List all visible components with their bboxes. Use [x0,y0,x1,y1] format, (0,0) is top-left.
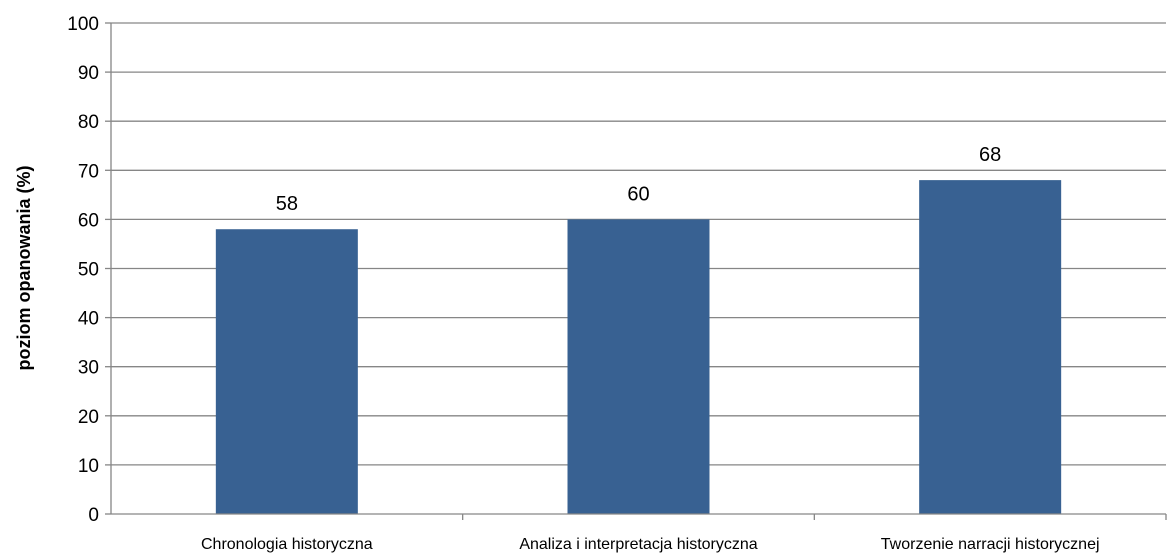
y-axis-ticks: 0 10 20 30 40 50 60 70 80 90 100 [67,14,111,526]
data-label: 68 [979,144,1001,166]
y-tick-label: 40 [78,309,99,330]
axes [110,23,1167,520]
bar [919,180,1062,514]
y-tick-label: 20 [78,407,99,428]
bar [567,219,710,514]
y-tick-label: 30 [78,358,99,379]
y-tick-label: 100 [67,14,99,35]
y-axis-title: poziom opanowania (%) [14,165,34,370]
data-labels: 58 60 68 [276,144,1002,215]
y-tick-label: 70 [78,161,99,182]
y-tick-label: 60 [78,210,99,231]
y-tick-label: 80 [78,112,99,133]
bars [215,180,1062,514]
x-category-label: Chronologia historyczna [201,536,373,553]
y-tick-label: 0 [88,505,99,526]
data-label: 60 [627,183,649,205]
y-tick-label: 90 [78,63,99,84]
x-category-label: Tworzenie narracji historycznej [881,536,1100,553]
x-category-label: Analiza i interpretacja historyczna [519,536,757,553]
x-axis-labels: Chronologia historyczna Analiza i interpr… [201,536,1100,553]
y-tick-label: 50 [78,260,99,281]
data-label: 58 [276,193,298,215]
y-tick-label: 10 [78,456,99,477]
bar [215,229,358,514]
